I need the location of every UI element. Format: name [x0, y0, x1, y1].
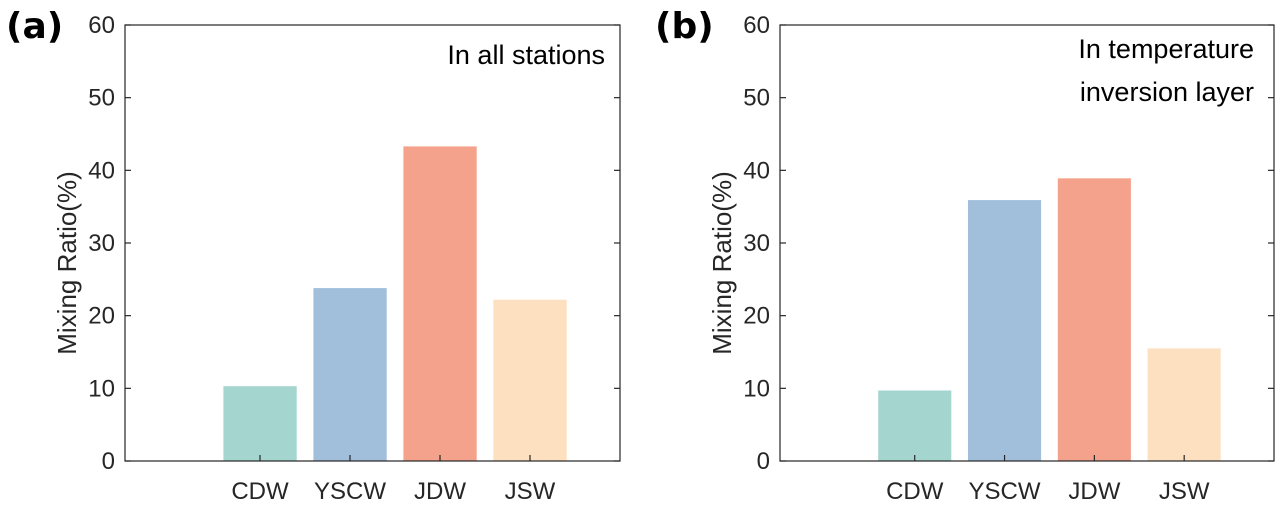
y-tick-label: 40 [743, 157, 770, 184]
x-tick-label-jdw: JDW [414, 478, 466, 505]
bar-jsw [493, 299, 567, 461]
y-tick-label: 50 [743, 85, 770, 112]
y-tick-label: 40 [88, 157, 115, 184]
panel-letter: (b) [655, 6, 714, 47]
y-axis-label: Mixing Ratio(%) [707, 171, 737, 355]
annotation-text: inversion layer [1080, 77, 1254, 107]
annotation-text: In temperature [1078, 34, 1254, 64]
bar-cdw [878, 390, 952, 461]
y-tick-label: 30 [88, 230, 115, 257]
y-tick-label: 10 [743, 375, 770, 402]
bar-jsw [1147, 348, 1221, 461]
x-tick-label-jsw: JSW [1159, 478, 1210, 505]
y-tick-label: 60 [743, 12, 770, 39]
y-tick-label: 10 [88, 375, 115, 402]
panel-letter: (a) [6, 6, 63, 47]
annotation-text: In all stations [447, 40, 605, 70]
y-tick-label: 20 [88, 303, 115, 330]
x-tick-label-yscw: YSCW [969, 478, 1041, 505]
x-tick-label-jsw: JSW [505, 478, 556, 505]
bar-cdw [223, 386, 297, 461]
x-tick-label-yscw: YSCW [314, 478, 386, 505]
x-tick-label-cdw: CDW [231, 478, 289, 505]
y-tick-label: 0 [102, 448, 115, 475]
x-tick-label-cdw: CDW [886, 478, 944, 505]
y-axis-label: Mixing Ratio(%) [52, 171, 82, 355]
y-tick-label: 50 [88, 85, 115, 112]
bar-yscw [313, 288, 387, 461]
chart-panel-b: 0 10 20 30 40 50 60 CDW YSCW JDW JSW Mixing Ratio(%… [655, 6, 1275, 505]
bar-yscw [968, 200, 1042, 461]
chart-panel-a: 0 10 20 30 40 50 60 CDW YSCW JDW JSW Mixing Ratio(%… [6, 6, 621, 505]
y-tick-label: 60 [88, 12, 115, 39]
y-tick-label: 20 [743, 303, 770, 330]
x-tick-label-jdw: JDW [1068, 478, 1120, 505]
y-tick-label: 30 [743, 230, 770, 257]
y-tick-label: 0 [757, 448, 770, 475]
bar-jdw [403, 146, 477, 461]
bar-jdw [1057, 178, 1131, 462]
